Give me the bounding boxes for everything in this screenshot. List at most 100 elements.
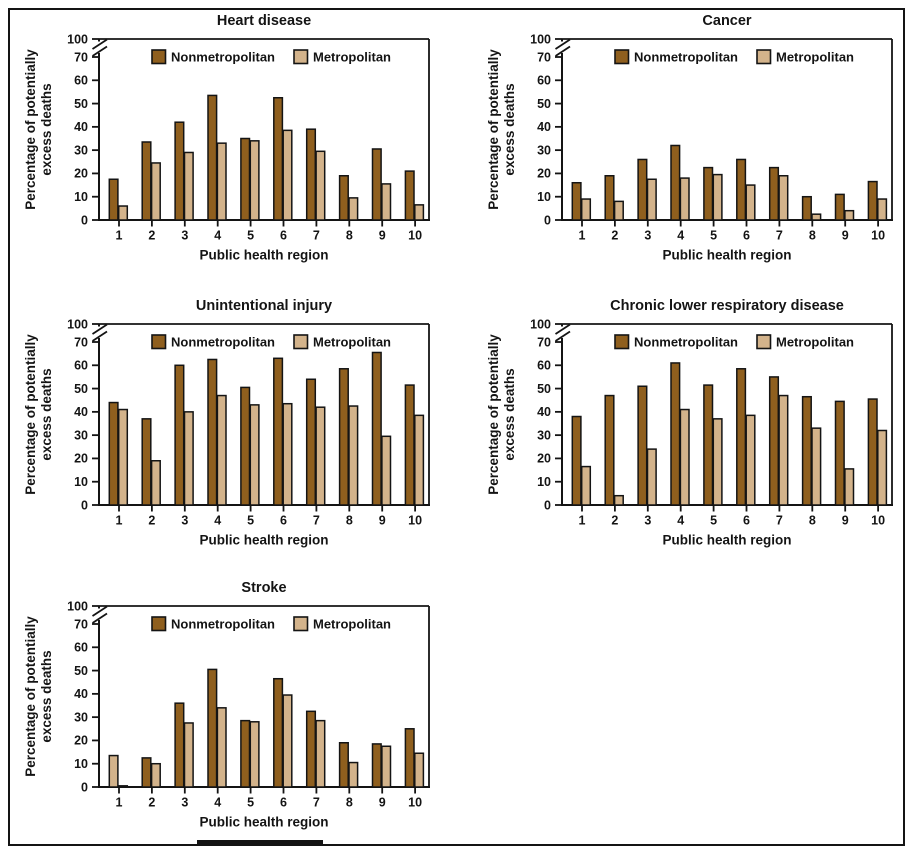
bar-nonmetropolitan-region-8	[338, 742, 349, 788]
y-axis-label: Percentage of potentially	[23, 334, 38, 495]
legend-swatch-metropolitan	[293, 334, 309, 350]
x-tick-label: 5	[710, 229, 717, 243]
bar-metropolitan-region-2	[613, 200, 624, 221]
chart-svg: Heart disease Percentage of potentially ex…	[23, 13, 430, 263]
y-tick-label: 70	[74, 617, 88, 631]
x-tick-label: 9	[379, 514, 386, 528]
bar-metropolitan-region-3	[183, 411, 194, 506]
x-tick-label: 3	[181, 229, 188, 243]
axis-break-icon	[92, 330, 108, 342]
bar-metropolitan-region-10	[877, 198, 888, 221]
bar-nonmetropolitan-region-7	[768, 376, 780, 506]
legend-swatch-metropolitan	[293, 616, 309, 632]
y-tick-label: 60	[537, 359, 551, 373]
y-tick-label: 60	[74, 359, 88, 373]
bar-metropolitan-region-3	[183, 151, 194, 221]
y-tick-label: 20	[537, 452, 551, 466]
x-tick-label: 3	[181, 514, 188, 528]
bar-nonmetropolitan-region-3	[637, 385, 648, 506]
bar-nonmetropolitan-region-6	[273, 97, 284, 221]
y-axis-label: excess deaths	[39, 83, 54, 175]
x-tick-label: 1	[116, 229, 123, 243]
bar-metropolitan-region-2	[150, 460, 161, 506]
bar-nonmetropolitan-region-8	[338, 175, 349, 221]
bar-nonmetropolitan-region-5	[703, 384, 714, 506]
bar-metropolitan-region-7	[315, 719, 326, 788]
chart-svg: Chronic lower respiratory disease Percent…	[486, 298, 893, 548]
bar-nonmetropolitan-region-6	[736, 158, 747, 221]
bar-metropolitan-region-4	[216, 707, 227, 788]
bar-nonmetropolitan-region-7	[305, 128, 317, 221]
x-tick-label: 8	[809, 514, 816, 528]
x-tick-label: 4	[214, 796, 221, 810]
bar-metropolitan-region-7	[315, 406, 326, 506]
x-tick-label: 4	[677, 514, 684, 528]
axis-break-icon	[92, 605, 108, 617]
chart-heart-disease: Heart disease Percentage of potentially ex…	[4, 6, 452, 284]
chart-title: Chronic lower respiratory disease	[610, 298, 844, 314]
legend-label-metropolitan: Metropolitan	[776, 335, 854, 350]
bar-nonmetropolitan-region-3	[637, 158, 648, 221]
bar-nonmetropolitan-region-4	[207, 358, 218, 506]
legend-swatch-nonmetropolitan	[151, 616, 167, 632]
bar-metropolitan-region-9	[381, 745, 392, 788]
bar-metropolitan-region-7	[778, 175, 789, 221]
chart-cancer: Cancer Percentage of potentially excess de…	[467, 6, 915, 284]
x-tick-label: 1	[579, 229, 586, 243]
axis-break-icon	[92, 612, 108, 624]
x-tick-label: 2	[148, 229, 155, 243]
bar-metropolitan-region-8	[348, 761, 359, 788]
bar-nonmetropolitan-region-10	[404, 170, 415, 221]
axis-break-icon	[555, 45, 571, 57]
y-tick-label: 20	[537, 167, 551, 181]
bar-nonmetropolitan-region-7	[768, 166, 780, 221]
bar-nonmetropolitan-region-6	[736, 368, 747, 506]
y-axis-label: excess deaths	[502, 368, 517, 460]
x-tick-label: 4	[214, 229, 221, 243]
bar-nonmetropolitan-region-2	[604, 394, 615, 506]
legend-swatch-nonmetropolitan	[614, 334, 630, 350]
y-tick-label: 100	[67, 599, 88, 613]
legend-swatch-metropolitan	[293, 49, 309, 65]
y-tick-label: 40	[74, 687, 88, 701]
bar-metropolitan-region-6	[745, 414, 756, 506]
bar-metropolitan-region-9	[381, 183, 392, 221]
bar-nonmetropolitan-region-1	[108, 754, 119, 788]
bar-nonmetropolitan-region-1	[571, 415, 582, 506]
bottom-crop-line	[197, 840, 323, 845]
axis-break-icon	[555, 330, 571, 342]
y-axis-label: Percentage of potentially	[486, 49, 501, 210]
y-tick-label: 30	[537, 428, 551, 442]
y-tick-label: 40	[537, 405, 551, 419]
bar-nonmetropolitan-region-4	[207, 94, 218, 221]
y-tick-label: 0	[544, 213, 551, 227]
bar-nonmetropolitan-region-9	[371, 148, 382, 221]
x-tick-label: 3	[181, 796, 188, 810]
y-tick-label: 30	[74, 710, 88, 724]
x-tick-label: 3	[644, 514, 651, 528]
x-tick-label: 10	[871, 514, 885, 528]
bar-nonmetropolitan-region-1	[571, 181, 582, 221]
chart-chronic-lower-respiratory-disease: Chronic lower respiratory disease Percent…	[467, 291, 915, 569]
bar-metropolitan-region-6	[282, 402, 293, 506]
y-tick-label: 70	[74, 50, 88, 64]
bar-metropolitan-region-9	[844, 209, 855, 221]
y-tick-label: 50	[74, 382, 88, 396]
axis-break-icon	[555, 38, 571, 50]
x-tick-label: 10	[408, 229, 422, 243]
bar-metropolitan-region-5	[249, 404, 260, 506]
y-tick-label: 60	[537, 74, 551, 88]
bar-metropolitan-region-6	[282, 129, 293, 221]
bar-metropolitan-region-6	[282, 694, 293, 788]
x-tick-label: 3	[644, 229, 651, 243]
x-tick-label: 6	[280, 514, 287, 528]
x-axis-label: Public health region	[199, 533, 328, 548]
legend-label-nonmetropolitan: Nonmetropolitan	[171, 617, 275, 632]
bar-metropolitan-region-10	[414, 204, 425, 221]
bar-nonmetropolitan-region-10	[404, 728, 415, 788]
bar-metropolitan-region-3	[646, 448, 657, 506]
bar-metropolitan-region-2	[613, 494, 624, 506]
y-tick-label: 40	[74, 120, 88, 134]
axis-break-icon	[92, 38, 108, 50]
